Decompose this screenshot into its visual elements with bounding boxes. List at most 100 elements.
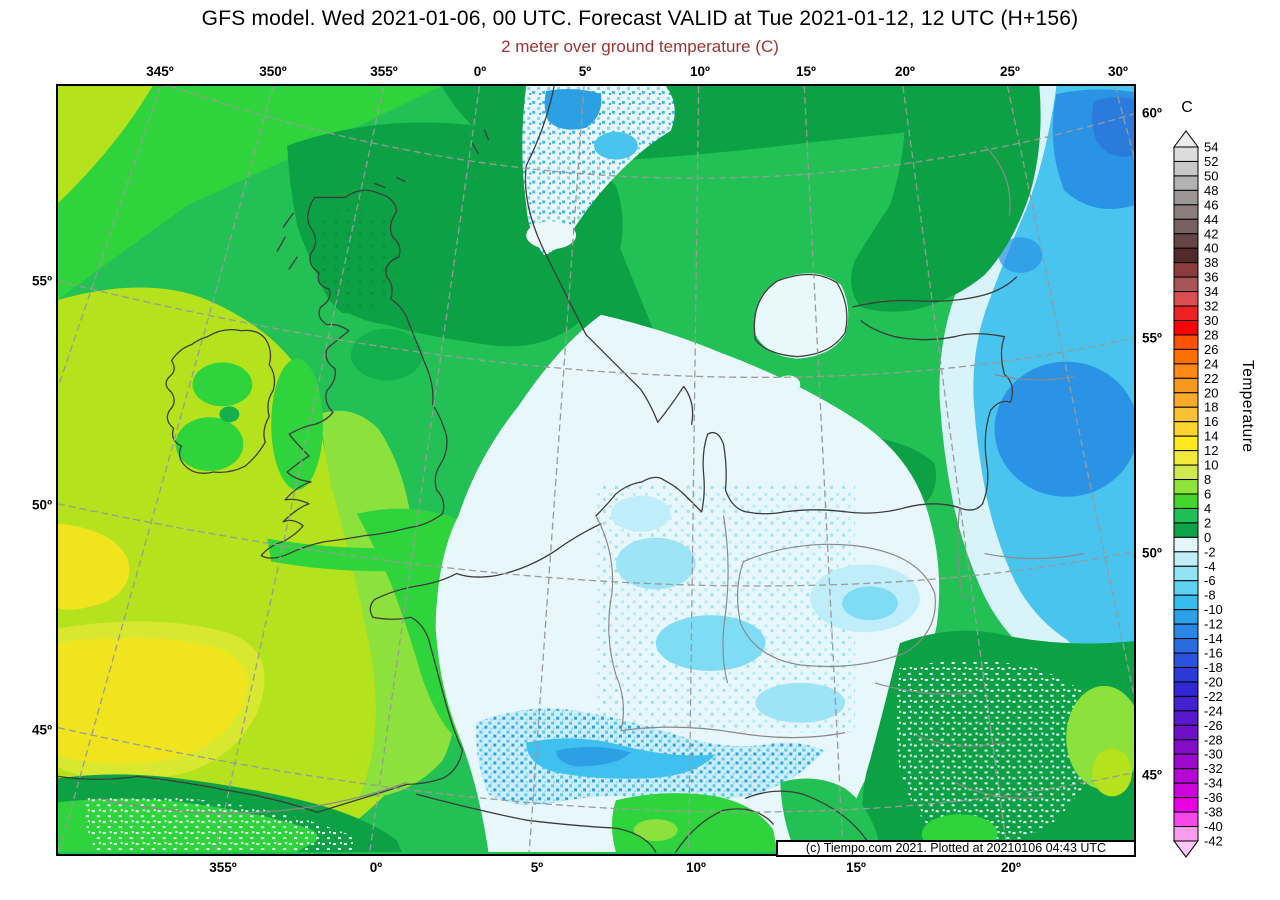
colorbar-cell xyxy=(1173,189,1199,206)
lat-label-right: 45º xyxy=(1142,767,1162,783)
copyright-label: (c) Tiempo.com 2021. Plotted at 20210106… xyxy=(776,840,1136,857)
colorbar-tick-label: 44 xyxy=(1204,212,1218,227)
colorbar-tick-label: -6 xyxy=(1204,573,1216,588)
colorbar-tick-label: -10 xyxy=(1204,602,1223,617)
colorbar-cell xyxy=(1173,334,1199,350)
lon-label-bottom: 20º xyxy=(1001,860,1021,875)
colorbar-axis-title: Temperature xyxy=(1239,360,1256,453)
colorbar-cell xyxy=(1173,594,1199,611)
colorbar-tick-label: -8 xyxy=(1204,588,1216,603)
colorbar-cell xyxy=(1173,175,1199,191)
colorbar-tick-label: -22 xyxy=(1204,689,1223,704)
colorbar-tick-label: 16 xyxy=(1204,414,1218,429)
lon-label-bottom: 355º xyxy=(209,860,237,875)
lat-label-left: 50º xyxy=(32,497,52,513)
lon-label-top: 345º xyxy=(146,64,174,79)
colorbar-cell xyxy=(1173,160,1199,177)
colorbar-cell xyxy=(1173,710,1199,726)
colorbar-cell xyxy=(1173,305,1199,321)
colorbar-tick-label: 28 xyxy=(1204,327,1218,342)
colorbar-cell xyxy=(1173,695,1199,712)
colorbar-tick-label: 8 xyxy=(1204,472,1211,487)
lon-label-top: 10º xyxy=(690,64,710,79)
colorbar-unit-label: C xyxy=(1181,99,1193,116)
colorbar-cell xyxy=(1173,233,1199,249)
lon-label-top: 25º xyxy=(1000,64,1020,79)
colorbar-cell xyxy=(1173,204,1199,220)
colorbar-tick-label: 30 xyxy=(1204,313,1218,328)
page-title: GFS model. Wed 2021-01-06, 00 UTC. Forec… xyxy=(201,7,1079,30)
colorbar-cell xyxy=(1173,450,1199,466)
colorbar-tick-label: -18 xyxy=(1204,660,1223,675)
colorbar-tick-label: 4 xyxy=(1204,501,1211,516)
colorbar-tick-label: -16 xyxy=(1204,646,1223,661)
colorbar-cell xyxy=(1173,565,1199,582)
colorbar-tick-label: 2 xyxy=(1204,515,1211,530)
colorbar-tick-label: -34 xyxy=(1204,776,1223,791)
colorbar-cell xyxy=(1173,435,1199,452)
lat-label-right: 60º xyxy=(1142,105,1162,121)
colorbar-cell xyxy=(1173,536,1199,553)
colorbar-cell xyxy=(1173,479,1199,495)
colorbar-cell xyxy=(1173,797,1199,813)
forecast-map xyxy=(56,84,1136,856)
colorbar-cell xyxy=(1173,421,1199,437)
colorbar-cell xyxy=(1173,291,1199,307)
lon-label-bottom: 0º xyxy=(369,860,383,875)
colorbar-cell xyxy=(1173,464,1199,481)
colorbar-cell xyxy=(1173,623,1199,640)
colorbar-tick-label: 24 xyxy=(1204,356,1218,371)
lat-label-left: 45º xyxy=(32,722,52,738)
colorbar-tick-label: -4 xyxy=(1204,559,1216,574)
colorbar-cell xyxy=(1173,580,1199,596)
colorbar-cell xyxy=(1173,826,1199,842)
colorbar-cell xyxy=(1173,507,1199,524)
colorbar-tick-label: 20 xyxy=(1204,385,1218,400)
colorbar-tick-label: 10 xyxy=(1204,458,1218,473)
colorbar-cell xyxy=(1173,681,1199,697)
colorbar-tick-label: 0 xyxy=(1204,530,1211,545)
colorbar-tick-label: 36 xyxy=(1204,270,1218,285)
colorbar-cell xyxy=(1173,768,1199,784)
colorbar-cell xyxy=(1173,666,1199,683)
colorbar-tick-label: -38 xyxy=(1204,805,1223,820)
temperature-map-image xyxy=(58,86,1134,854)
colorbar-tick-label: 40 xyxy=(1204,241,1218,256)
lon-label-bottom: 10º xyxy=(686,860,706,875)
colorbar-cell xyxy=(1173,724,1199,741)
colorbar-triangle xyxy=(1173,840,1199,858)
colorbar-tick-label: 14 xyxy=(1204,429,1218,444)
colorbar-tick-label: -26 xyxy=(1204,718,1223,733)
colorbar-cell xyxy=(1173,392,1199,408)
colorbar-tick-label: -36 xyxy=(1204,790,1223,805)
colorbar-cell xyxy=(1173,262,1199,278)
colorbar-tick-label: -40 xyxy=(1204,819,1223,834)
colorbar-cell xyxy=(1173,638,1199,654)
colorbar-tick-label: 32 xyxy=(1204,299,1218,314)
lon-label-bottom: 5º xyxy=(530,860,544,875)
lon-label-top: 20º xyxy=(895,64,915,79)
colorbar-tick-label: 46 xyxy=(1204,197,1218,212)
colorbar-cell xyxy=(1173,493,1199,509)
colorbar-cell xyxy=(1173,811,1199,828)
colorbar-cell xyxy=(1173,753,1199,770)
lon-label-top: 0º xyxy=(473,64,487,79)
colorbar-tick-label: -30 xyxy=(1204,747,1223,762)
colorbar-cell xyxy=(1173,146,1199,162)
colorbar-tick-label: 52 xyxy=(1204,154,1218,169)
colorbar-tick-label: 26 xyxy=(1204,342,1218,357)
colorbar-tick-label: 12 xyxy=(1204,443,1218,458)
lon-label-bottom: 15º xyxy=(846,860,866,875)
colorbar-cell xyxy=(1173,406,1199,423)
colorbar-triangle xyxy=(1173,130,1199,148)
colorbar-cell xyxy=(1173,782,1199,799)
lon-label-top: 355º xyxy=(370,64,398,79)
lon-label-top: 5º xyxy=(578,64,592,79)
colorbar-tick-label: -42 xyxy=(1204,833,1223,848)
colorbar-tick-label: -2 xyxy=(1204,544,1216,559)
colorbar-tick-label: 48 xyxy=(1204,183,1218,198)
colorbar-cell xyxy=(1173,276,1199,293)
colorbar-cell xyxy=(1173,348,1199,365)
colorbar-tick-label: 54 xyxy=(1204,140,1218,155)
